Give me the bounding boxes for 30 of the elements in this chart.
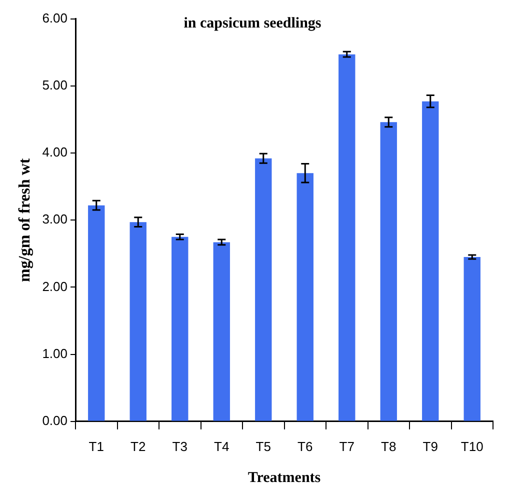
chart-title: in capsicum seedlings [184, 16, 322, 32]
y-tick-label: 5.00 [42, 77, 68, 92]
x-tick-label: T9 [422, 438, 438, 454]
x-tick-label: T7 [339, 438, 354, 454]
bar [255, 158, 272, 421]
bar [130, 222, 146, 421]
y-tick-label: 6.00 [42, 10, 68, 26]
y-tick-label: 3.00 [42, 212, 68, 227]
y-axis-title: mg/gm of fresh wt [16, 158, 34, 282]
x-tick-label: T3 [172, 438, 188, 454]
y-tick-label: 1.00 [42, 346, 68, 361]
x-tick-label: T8 [381, 438, 396, 454]
x-tick-label: T6 [298, 438, 313, 454]
bar [213, 242, 230, 421]
y-tick-label: 0.00 [42, 412, 68, 428]
bar [296, 173, 314, 421]
x-tick-label: T5 [256, 438, 271, 454]
y-tick-label: 4.00 [42, 144, 68, 160]
bar [422, 101, 439, 421]
x-axis-title: Treatments [248, 470, 321, 486]
bar [338, 54, 356, 421]
y-tick-label: 2.00 [42, 278, 68, 294]
x-tick-label: T4 [214, 438, 230, 454]
bar [380, 122, 397, 421]
bar [464, 257, 480, 421]
x-tick-label: T10 [460, 438, 484, 454]
bar [172, 236, 188, 421]
bar [88, 205, 105, 421]
x-tick-label: T1 [88, 438, 104, 454]
x-tick-label: T2 [130, 438, 146, 454]
